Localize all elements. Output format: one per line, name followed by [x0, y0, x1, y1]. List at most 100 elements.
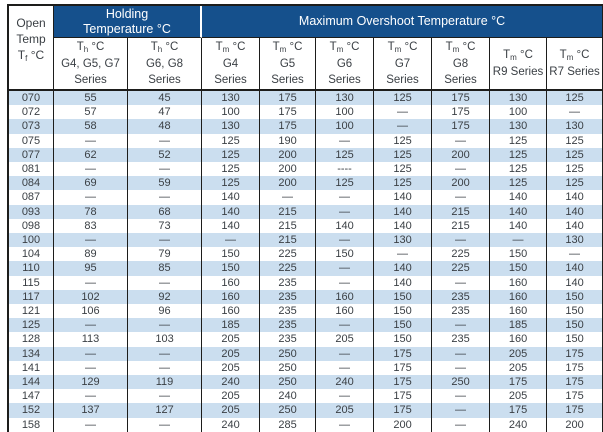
value-cell: 215: [260, 233, 317, 248]
value-cell: 85: [128, 261, 203, 276]
value-cell: 100: [490, 105, 548, 120]
table-row: 077 62 52 125 200 125 125 200 125 125: [9, 147, 603, 163]
value-cell: 175: [547, 360, 603, 376]
group-header-overshoot: Maximum Overshoot Temperature °C: [202, 6, 603, 38]
value-cell: 205: [490, 360, 548, 376]
table-row: 115— —160 235—140—160 140: [9, 275, 603, 290]
value-cell: 130: [202, 119, 261, 134]
open-temp-cell: 134: [9, 346, 54, 361]
group-header-holding: Holding Temperature °C: [54, 6, 203, 38]
open-temp-cell: 098: [9, 218, 54, 234]
value-cell: 160: [316, 304, 375, 319]
value-cell: —: [54, 133, 128, 148]
value-cell: 140: [374, 261, 433, 276]
open-temp-cell: 087: [9, 190, 54, 205]
value-cell: 175: [260, 119, 317, 134]
value-cell: —: [432, 190, 491, 205]
value-cell: 175: [432, 119, 491, 134]
value-cell: —: [432, 162, 491, 177]
value-cell: —: [316, 389, 375, 404]
value-cell: 175: [490, 375, 548, 390]
table-body: 070 55 45 130 175 130 125 175 130 125 072 57 47 100 17…: [9, 91, 603, 432]
value-cell: 140: [547, 275, 603, 290]
value-cell: 125: [374, 147, 433, 163]
open-temp-cell: 084: [9, 176, 54, 191]
value-cell: —: [260, 190, 317, 205]
value-cell: 235: [260, 318, 317, 333]
value-cell: 100: [202, 105, 261, 120]
col-header-tm-g6: Tm °C G6 Series: [316, 38, 375, 91]
value-cell: 205: [490, 389, 548, 404]
open-temp-cell: 115: [9, 275, 54, 290]
value-cell: —: [432, 133, 491, 148]
value-cell: 68: [128, 204, 203, 219]
value-cell: 140: [374, 190, 433, 205]
table-row: 087— —140— —140—140 140: [9, 190, 603, 205]
value-cell: 240: [490, 417, 548, 432]
value-cell: 140: [490, 190, 548, 205]
value-cell: 140: [374, 204, 433, 219]
value-cell: 235: [432, 332, 491, 347]
value-cell: 140: [374, 218, 433, 234]
open-temp-cell: 100: [9, 233, 54, 248]
value-cell: 285: [260, 417, 317, 432]
value-cell: 215: [260, 218, 317, 234]
table-row: 117 102 92 160 235 160 150 235 160 150: [9, 289, 603, 305]
value-cell: 127: [128, 403, 203, 418]
value-cell: 78: [54, 204, 128, 219]
value-cell: 129: [54, 375, 128, 390]
value-cell: 140: [547, 261, 603, 276]
col-header-tm-g7: Tm °C G7 Series: [374, 38, 433, 91]
value-cell: 200: [432, 147, 491, 163]
value-cell: —: [432, 403, 491, 418]
value-cell: 125: [374, 176, 433, 191]
open-line2: Temp: [16, 32, 46, 46]
open-temp-cell: 072: [9, 105, 54, 120]
table-row: 125— —185 235—150—185 150: [9, 318, 603, 333]
value-cell: 175: [374, 389, 433, 404]
table-row: 098 83 73 140 215 140 140 215 140 140: [9, 218, 603, 234]
value-cell: 235: [260, 289, 317, 305]
value-cell: 205: [316, 332, 375, 347]
value-cell: 125: [374, 91, 433, 106]
value-cell: —: [128, 318, 203, 333]
value-cell: 250: [260, 360, 317, 376]
value-cell: 205: [202, 403, 261, 418]
value-cell: 150: [547, 332, 603, 347]
value-cell: 69: [54, 176, 128, 191]
table-row: 075— —125 190—125—125 125: [9, 133, 603, 148]
value-cell: 160: [202, 289, 261, 305]
header-open-temp: Open Temp Tf °C: [9, 6, 54, 91]
value-cell: 215: [432, 218, 491, 234]
value-cell: —: [374, 105, 433, 120]
value-cell: 150: [547, 304, 603, 319]
value-cell: 175: [374, 375, 433, 390]
value-cell: 250: [260, 346, 317, 361]
value-cell: 125: [202, 147, 261, 163]
value-cell: 240: [260, 389, 317, 404]
open-temp-cell: 152: [9, 403, 54, 418]
value-cell: —: [128, 190, 203, 205]
value-cell: 92: [128, 289, 203, 305]
open-temp-cell: 077: [9, 147, 54, 163]
value-cell: 235: [260, 275, 317, 290]
value-cell: 58: [54, 119, 128, 134]
value-cell: 45: [128, 91, 203, 106]
value-cell: 160: [490, 275, 548, 290]
value-cell: 62: [54, 147, 128, 163]
value-cell: 130: [490, 91, 548, 106]
open-temp-cell: 093: [9, 204, 54, 219]
table-row: 134— —205 250—175—205 175: [9, 346, 603, 361]
value-cell: —: [316, 275, 375, 290]
value-cell: 225: [432, 247, 491, 262]
value-cell: 200: [260, 176, 317, 191]
value-cell: —: [432, 389, 491, 404]
value-cell: —: [316, 204, 375, 219]
value-cell: 160: [490, 304, 548, 319]
value-cell: 250: [260, 375, 317, 390]
value-cell: —: [128, 360, 203, 376]
table-row: 147— —205 240—175—205 175: [9, 389, 603, 404]
value-cell: 215: [432, 204, 491, 219]
value-cell: 89: [54, 247, 128, 262]
value-cell: 150: [374, 318, 433, 333]
